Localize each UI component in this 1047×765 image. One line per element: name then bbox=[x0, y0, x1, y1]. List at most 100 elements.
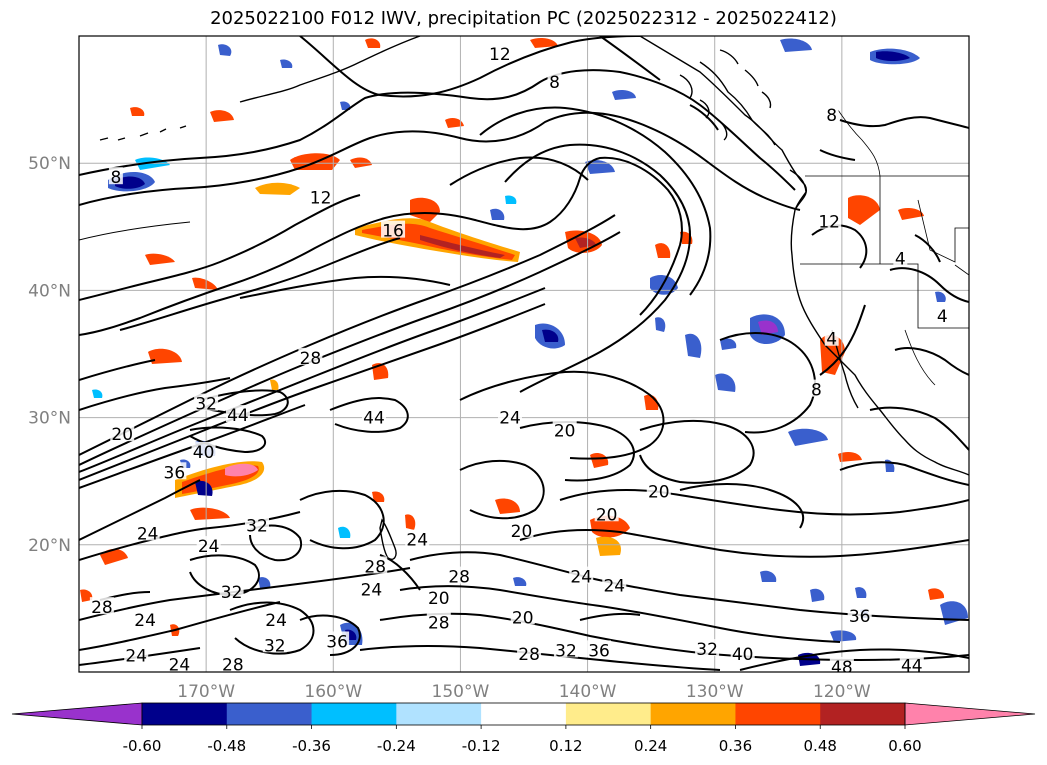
contour-label-bg bbox=[298, 347, 323, 365]
contour-label: 40 bbox=[193, 443, 215, 463]
contour-label: 48 bbox=[831, 658, 853, 678]
contour-label: 4 bbox=[826, 330, 837, 350]
contour-label: 16 bbox=[382, 222, 404, 242]
contour-label-bg bbox=[359, 579, 384, 597]
contour-label: 8 bbox=[811, 381, 822, 401]
colorbar-segment bbox=[565, 703, 652, 725]
contour-label: 28 bbox=[222, 655, 244, 675]
contour-label: 24 bbox=[125, 646, 147, 666]
contour-label: 24 bbox=[265, 611, 287, 631]
colorbar bbox=[11, 702, 1036, 726]
contour-label: 28 bbox=[364, 557, 386, 577]
contour-label-bg bbox=[587, 640, 612, 658]
contour-label-bg bbox=[510, 607, 535, 625]
map-gridlines bbox=[79, 36, 969, 672]
contour-label: 40 bbox=[732, 645, 754, 665]
colorbar-segment bbox=[142, 703, 228, 725]
contour-label-bg bbox=[162, 462, 187, 480]
contour-label-bg bbox=[381, 220, 406, 238]
lon-tick-label: 120°W bbox=[813, 682, 871, 702]
contour-label: 28 bbox=[300, 349, 322, 369]
contour-label: 24 bbox=[361, 580, 383, 600]
contour-label-bg bbox=[447, 566, 472, 584]
colorbar-extend-low bbox=[11, 702, 143, 726]
contour-label: 36 bbox=[164, 463, 186, 483]
contour-label-bg bbox=[245, 515, 269, 533]
contour-label: 8 bbox=[549, 73, 560, 93]
colorbar-tick-label: 0.48 bbox=[804, 737, 837, 755]
contour-label: 8 bbox=[826, 106, 837, 126]
contour-label-bg bbox=[594, 504, 619, 522]
contour-label-bg bbox=[517, 644, 542, 662]
contour-label-bg bbox=[363, 556, 388, 574]
colorbar-tick-label: -0.24 bbox=[377, 737, 416, 755]
colorbar-tick-label: 0.60 bbox=[888, 737, 921, 755]
contour-label-bg bbox=[124, 645, 149, 663]
contour-label-bg bbox=[547, 71, 562, 89]
contour-label: 36 bbox=[326, 632, 348, 652]
contour-label-bg bbox=[196, 536, 221, 554]
contour-label: 4 bbox=[895, 250, 906, 270]
contour-label: 8 bbox=[110, 168, 121, 188]
contour-label-bg bbox=[847, 606, 872, 624]
contour-label: 24 bbox=[499, 409, 521, 429]
contour-label: 28 bbox=[428, 613, 450, 633]
colorbar-tick-label: -0.36 bbox=[292, 737, 331, 755]
contour-label-bg bbox=[361, 407, 386, 425]
contour-label: 28 bbox=[518, 645, 540, 665]
contour-label-bg bbox=[135, 523, 160, 541]
political-borders bbox=[800, 109, 969, 386]
contour-label: 24 bbox=[134, 611, 156, 631]
contour-label: 20 bbox=[648, 482, 670, 502]
contour-label-bg bbox=[553, 640, 578, 658]
contour-label-bg bbox=[569, 566, 594, 584]
contour-label-bg bbox=[935, 305, 950, 323]
contour-label-bg bbox=[509, 520, 534, 538]
contour-label-bg bbox=[552, 420, 577, 438]
lon-tick-label: 130°W bbox=[686, 682, 744, 702]
contour-label-bg bbox=[194, 393, 219, 411]
lat-tick-label: 50°N bbox=[28, 154, 71, 174]
colorbar-segment bbox=[481, 703, 567, 725]
contour-label-bg bbox=[426, 588, 451, 606]
colorbar-outline bbox=[141, 702, 906, 726]
contour-label: 24 bbox=[603, 577, 625, 597]
colorbar-tick-label: -0.12 bbox=[462, 737, 501, 755]
colorbar-tick-label: 0.12 bbox=[549, 737, 582, 755]
lat-tick-label: 30°N bbox=[28, 409, 71, 429]
map-title: 2025022100 F012 IWV, precipitation PC (2… bbox=[210, 8, 837, 29]
latitude-labels: 50°N 40°N 30°N 20°N bbox=[28, 154, 71, 556]
colorbar-tick-label: 0.24 bbox=[634, 737, 667, 755]
lat-tick-label: 40°N bbox=[28, 281, 71, 301]
lon-tick-label: 140°W bbox=[559, 682, 617, 702]
colorbar-tick-label: -0.60 bbox=[123, 737, 162, 755]
contour-label-bg bbox=[225, 405, 250, 423]
contour-label: 20 bbox=[428, 589, 450, 609]
contour-label: 24 bbox=[406, 531, 428, 551]
lon-tick-label: 170°W bbox=[177, 682, 235, 702]
contour-label: 20 bbox=[596, 505, 618, 525]
contour-label-bg bbox=[487, 43, 512, 61]
colorbar-extend-high bbox=[904, 702, 1036, 726]
contour-label: 12 bbox=[489, 45, 511, 65]
contour-label-bg bbox=[220, 654, 245, 672]
contour-label-bg bbox=[817, 211, 842, 229]
contour-label: 28 bbox=[91, 598, 113, 618]
contour-label: 20 bbox=[511, 522, 533, 542]
contour-label: 24 bbox=[137, 524, 159, 544]
colorbar-segment bbox=[311, 703, 397, 725]
colorbar-segment bbox=[396, 703, 482, 725]
contour-label: 32 bbox=[264, 636, 286, 656]
lon-tick-label: 150°W bbox=[432, 682, 490, 702]
contour-label: 12 bbox=[310, 189, 332, 209]
colorbar-tick-labels: -0.60 -0.48 -0.36 -0.24 -0.12 0.12 0.24 0.36 0.4… bbox=[123, 725, 922, 755]
contour-label-bg bbox=[893, 248, 908, 266]
contour-label: 24 bbox=[198, 537, 220, 557]
contour-label-bg bbox=[646, 481, 671, 499]
contour-label: 20 bbox=[554, 421, 576, 441]
contour-label: 24 bbox=[169, 655, 191, 675]
contour-label-bg bbox=[89, 597, 114, 615]
contour-label: 32 bbox=[221, 583, 243, 603]
